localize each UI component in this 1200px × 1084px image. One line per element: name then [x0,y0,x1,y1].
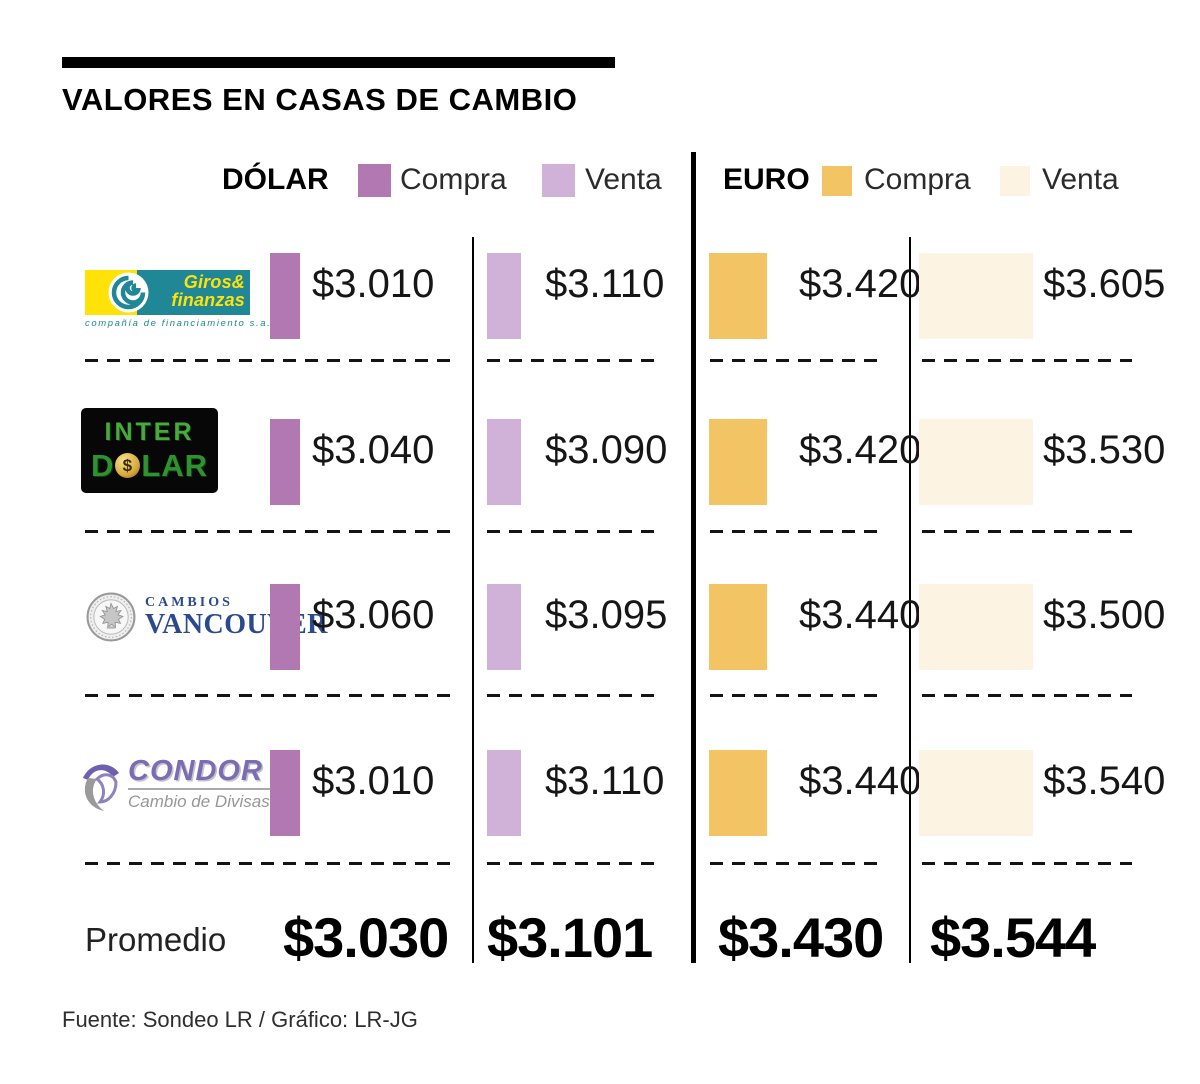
bar-dolar-venta-row4 [487,750,521,836]
giros-finanzas-logo-block: Giros& finanzas [85,270,250,315]
promedio-euro-venta: $3.544 [930,906,1096,969]
giros-subtitle: compañía de financiamiento s.a. [85,318,272,329]
giros-swirl-icon [108,272,149,313]
row1-separator [487,359,658,362]
value-euro-venta-row3: $3.500 [1043,593,1166,637]
legend-dolar-label: DÓLAR [222,163,329,196]
row1-separator [85,359,455,362]
row3-separator [710,694,880,697]
divider-dolar-columns [472,237,474,963]
row2-separator [922,530,1132,533]
interdolar-line2: D $ LAR [91,448,208,484]
value-dolar-venta-row3: $3.095 [545,593,668,637]
vancouver-wordmark: CAMBIOS VANCOUVER [145,595,328,639]
bar-dolar-venta-row2 [487,419,521,505]
promedio-dolar-venta: $3.101 [487,906,653,969]
vancouver-wordmark-main: VANCOUVER [145,609,328,640]
value-dolar-compra-row1: $3.010 [312,262,435,306]
value-dolar-venta-row2: $3.090 [545,428,668,472]
logo-giros-finanzas: Giros& finanzas compañía de financiamien… [85,270,272,329]
row4-separator [922,862,1132,865]
value-dolar-compra-row4: $3.010 [312,759,435,803]
value-dolar-venta-row1: $3.110 [545,262,665,306]
divider-dolar-euro [691,152,696,963]
value-euro-compra-row4: $3.440 [799,759,922,803]
value-dolar-compra-row2: $3.040 [312,428,435,472]
source-credit: Fuente: Sondeo LR / Gráfico: LR-JG [62,1007,418,1032]
interdolar-letters-lar: LAR [141,447,209,483]
bar-dolar-venta-row1 [487,253,521,339]
bar-euro-venta-row1 [919,253,1033,339]
bar-euro-compra-row1 [709,253,767,339]
condor-wordmark-main: CONDOR [128,756,270,790]
row3-separator [85,694,455,697]
legend-dolar-compra-swatch [358,164,391,197]
bar-euro-venta-row2 [919,419,1033,505]
row4-separator [487,862,658,865]
giros-wordmark: Giros& finanzas [171,273,245,309]
value-dolar-venta-row4: $3.110 [545,759,665,803]
condor-wordmark: CONDOR Cambio de Divisas [128,756,270,812]
dollar-coin-icon: $ [115,453,141,478]
legend-euro-venta-swatch [1000,166,1030,196]
title-accent-bar [62,57,615,68]
bar-euro-compra-row2 [709,419,767,505]
value-dolar-compra-row3: $3.060 [312,593,435,637]
bar-dolar-compra-row2 [270,419,300,505]
row4-separator [85,862,455,865]
logo-inter-dolar: INTER D $ LAR [81,408,218,493]
bar-dolar-venta-row3 [487,584,521,670]
giros-wordmark-line2: finanzas [171,290,245,310]
legend-dolar-venta-swatch [542,164,575,197]
promedio-euro-compra: $3.430 [718,906,884,969]
vancouver-wordmark-top: CAMBIOS [145,595,233,610]
bar-dolar-compra-row3 [270,584,300,670]
bar-euro-venta-row4 [919,750,1033,836]
legend-dolar-compra-label: Compra [400,163,507,196]
giros-wordmark-line1: Giros& [183,272,245,292]
giros-teal-panel [137,270,250,315]
condor-wordmark-subtitle: Cambio de Divisas [128,792,270,811]
legend-euro-compra-label: Compra [864,163,971,196]
logo-condor: CONDOR Cambio de Divisas [80,756,270,814]
divider-euro-columns [909,237,911,963]
value-euro-venta-row4: $3.540 [1043,759,1166,803]
row2-separator [487,530,658,533]
vancouver-seal-icon [86,592,136,642]
value-euro-compra-row2: $3.420 [799,428,922,472]
legend-euro-venta-label: Venta [1042,163,1119,196]
interdolar-line1: INTER [104,417,195,446]
condor-globe-icon [83,764,119,811]
row1-separator [710,359,880,362]
promedio-dolar-compra: $3.030 [283,906,449,969]
page-title: VALORES EN CASAS DE CAMBIO [62,82,578,117]
row3-separator [487,694,658,697]
bar-euro-compra-row3 [709,584,767,670]
bar-euro-compra-row4 [709,750,767,836]
interdolar-letter-d: D [90,447,115,483]
row2-separator [85,530,455,533]
promedio-label: Promedio [85,921,227,958]
value-euro-venta-row1: $3.605 [1043,262,1166,306]
legend-dolar-venta-label: Venta [585,163,662,196]
legend-euro-label: EURO [723,163,810,196]
value-euro-venta-row2: $3.530 [1043,428,1166,472]
row3-separator [922,694,1132,697]
row1-separator [922,359,1132,362]
bar-dolar-compra-row4 [270,750,300,836]
value-euro-compra-row3: $3.440 [799,593,922,637]
row4-separator [710,862,880,865]
value-euro-compra-row1: $3.420 [799,262,922,306]
bar-dolar-compra-row1 [270,253,300,339]
row2-separator [710,530,880,533]
bar-euro-venta-row3 [919,584,1033,670]
legend-euro-compra-swatch [822,166,852,196]
